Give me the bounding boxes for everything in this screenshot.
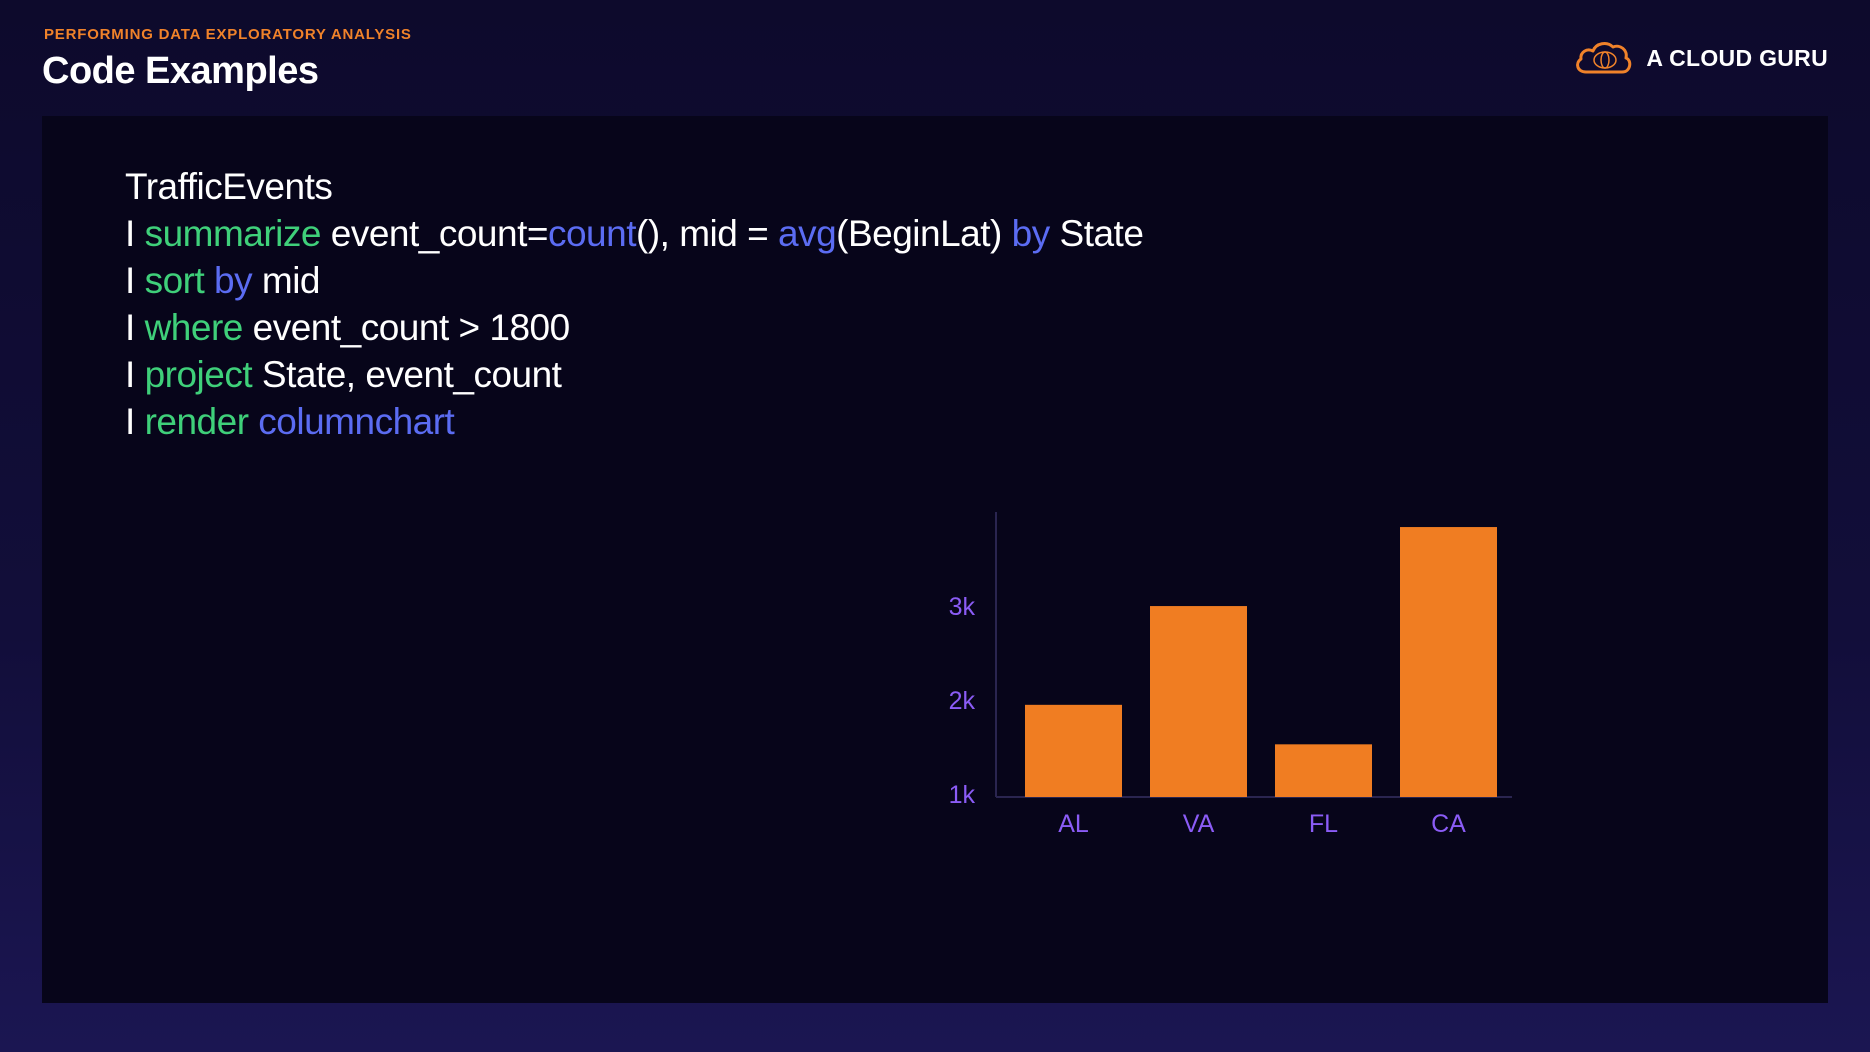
- code-pipe: I: [125, 213, 145, 254]
- bar-ca: [1400, 527, 1497, 797]
- content-panel: [42, 116, 1828, 1003]
- code-pipe: I: [125, 401, 145, 442]
- cloud-icon: [1576, 42, 1632, 74]
- bar-va: [1150, 606, 1247, 797]
- x-tick-label: FL: [1309, 810, 1338, 838]
- x-tick-label: VA: [1183, 810, 1215, 838]
- code-pipe: I: [125, 307, 145, 348]
- code-line-3: I sort by mid: [125, 257, 1143, 304]
- brand-logo: A CLOUD GURU: [1572, 38, 1828, 78]
- code-keyword: render: [144, 401, 249, 442]
- code-keyword: summarize: [144, 213, 322, 254]
- x-tick-label: AL: [1058, 810, 1089, 838]
- code-text: event_count > 1800: [242, 307, 571, 348]
- code-block: TrafficEvents I summarize event_count=co…: [125, 163, 1144, 445]
- code-pipe: I: [125, 260, 145, 301]
- code-line-1: TrafficEvents: [125, 163, 1143, 210]
- y-tick-label: 1k: [949, 781, 976, 809]
- code-text: event_count=: [320, 213, 549, 254]
- x-tick-label: CA: [1431, 810, 1466, 838]
- code-line-4: I where event_count > 1800: [125, 304, 1143, 351]
- code-text: (), mid =: [636, 213, 778, 254]
- code-function: avg: [778, 213, 837, 254]
- y-tick-label: 2k: [949, 687, 976, 715]
- page-title: Code Examples: [42, 50, 319, 92]
- code-keyword: project: [144, 354, 253, 395]
- code-function: columnchart: [258, 401, 455, 442]
- code-text: State, event_count: [252, 354, 562, 395]
- code-keyword: by: [214, 260, 253, 301]
- code-pipe: I: [125, 354, 145, 395]
- code-keyword: where: [144, 307, 244, 348]
- subtitle: PERFORMING DATA EXPLORATORY ANALYSIS: [44, 26, 412, 43]
- code-text: mid: [252, 260, 321, 301]
- y-tick-label: 3k: [949, 593, 976, 621]
- code-keyword: by: [1011, 213, 1051, 254]
- bar-al: [1025, 704, 1122, 797]
- code-text: State: [1049, 213, 1144, 254]
- bar-fl: [1275, 744, 1372, 797]
- brand-name: A CLOUD GURU: [1646, 44, 1828, 71]
- code-text: TrafficEvents: [125, 166, 333, 207]
- code-line-2: I summarize event_count=count(), mid = a…: [125, 210, 1144, 257]
- code-line-6: I render columnchart: [125, 398, 1143, 445]
- code-line-5: I project State, event_count: [125, 351, 1143, 398]
- code-keyword: sort: [144, 260, 205, 301]
- code-text: (BeginLat): [836, 213, 1012, 254]
- code-function: count: [547, 213, 637, 254]
